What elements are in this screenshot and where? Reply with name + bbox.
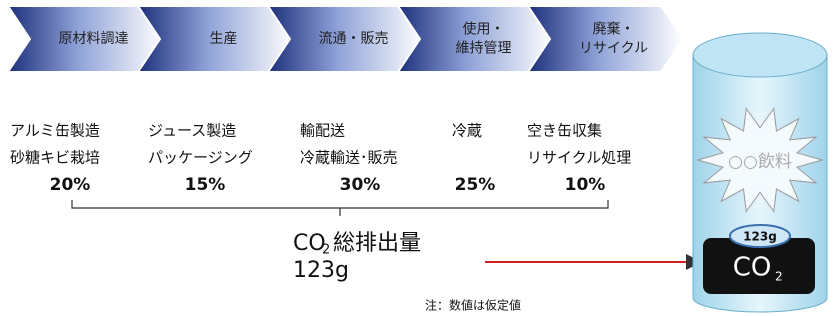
stage-detail: リサイクル処理 [527, 149, 631, 167]
can-name: ○○飲料 [728, 152, 792, 172]
stage-share: 30% [340, 175, 381, 195]
diagram: CO 2 総排出量 123g 注：数値は仮定値 ○○飲料 123g CO 2 原… [0, 0, 834, 316]
can: ○○飲料 123g CO 2 [693, 33, 827, 312]
stage-label: 生産 [210, 31, 238, 47]
total-amount: 123g [293, 258, 349, 283]
stage-label: 廃棄・ [593, 21, 635, 38]
chevron [528, 6, 683, 72]
stage-detail: 冷蔵輸送･販売 [300, 149, 398, 167]
chevron [398, 6, 553, 72]
stage-label: 流通・販売 [319, 31, 389, 47]
stage-detail: 輸配送 [300, 122, 345, 140]
note: 注：数値は仮定値 [425, 298, 521, 313]
total-sub: 2 [322, 243, 330, 258]
stage-detail: 空き缶収集 [527, 122, 602, 140]
stage-label: 原材料調達 [59, 31, 129, 47]
stage-share: 15% [185, 175, 226, 195]
total-label: 総排出量 [333, 231, 421, 256]
stage-detail: ジュース製造 [148, 122, 236, 140]
stage-label: 維持管理 [456, 41, 512, 57]
badge-amount: 123g [743, 230, 777, 244]
total-co: CO [293, 231, 326, 256]
stage-share: 10% [565, 175, 606, 195]
stage-label: リサイクル [579, 41, 648, 57]
stage-detail: 砂糖キビ栽培 [10, 149, 100, 167]
stage-detail: アルミ缶製造 [10, 122, 100, 140]
stage-detail: パッケージング [148, 149, 253, 167]
bracket-line [72, 200, 608, 216]
can-top [693, 33, 827, 77]
badge-sub: 2 [775, 270, 783, 284]
stage-share: 20% [50, 175, 91, 195]
stage-label: 使用・ [463, 21, 505, 38]
stage-detail: 冷蔵 [452, 122, 482, 140]
stage-share: 25% [455, 175, 496, 195]
badge-co: CO [733, 253, 772, 283]
bracket [72, 200, 608, 216]
